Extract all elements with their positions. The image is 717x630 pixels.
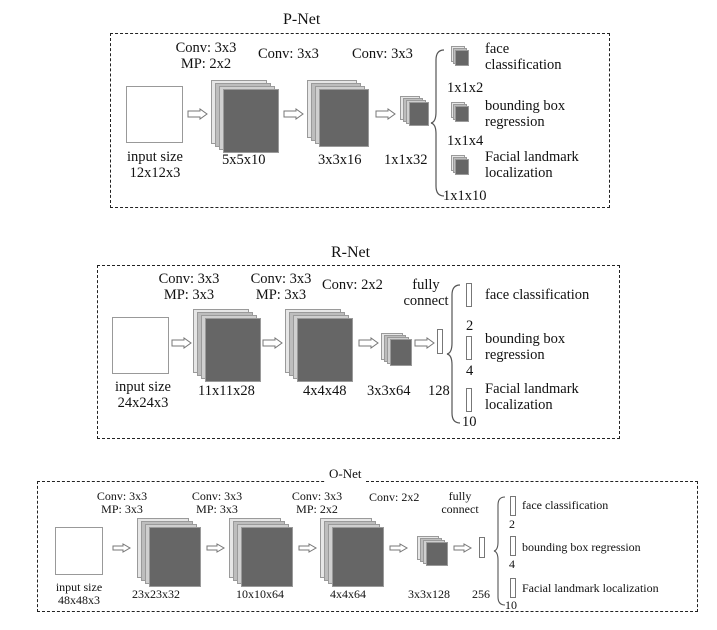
rnet-out3-dim: 10	[462, 414, 477, 430]
rnet-fc-dim: 128	[428, 383, 450, 399]
onet-dim-2: 10x10x64	[236, 587, 284, 601]
onet-brace	[493, 496, 506, 606]
pnet-dim-2: 3x3x16	[318, 152, 362, 168]
onet-out3-dim: 10	[505, 598, 517, 612]
onet-out1-label: face classification	[522, 498, 609, 512]
rnet-layer-stack-2	[285, 309, 353, 382]
rnet-out1-label: face classification	[485, 287, 590, 303]
onet-layer-stack-2	[229, 518, 293, 587]
onet-input-square	[55, 527, 103, 575]
rnet-out2-dim: 4	[466, 363, 474, 379]
pnet-brace	[430, 49, 445, 197]
onet-arrow-2	[206, 543, 226, 553]
onet-layer-stack-1	[137, 518, 201, 587]
rnet-arrow-3	[358, 337, 379, 349]
rnet-input-label: input size 24x24x3	[115, 379, 171, 412]
pnet-conv2-label: Conv: 3x3	[258, 46, 319, 62]
pnet-box	[110, 33, 610, 208]
onet-input-label: input size 48x48x3	[55, 580, 103, 608]
pnet-out2-label: bounding box regression	[485, 98, 566, 131]
rnet-arrow-4	[414, 337, 435, 349]
rnet-arrow-2	[262, 337, 283, 349]
pnet-out-stack-3	[451, 155, 469, 175]
pnet-out-stack-2	[451, 102, 469, 122]
pnet-title: P-Net	[279, 11, 325, 29]
onet-out3-label: Facial landmark localization	[522, 581, 659, 595]
onet-out1-dim: 2	[509, 517, 515, 531]
onet-out3-vector	[510, 578, 516, 598]
pnet-out3-label: Facial landmark localization	[485, 149, 579, 182]
onet-fc-label: fully connect	[441, 489, 479, 517]
pnet-arrow-2	[283, 108, 304, 120]
onet-layer-stack-3	[320, 518, 384, 587]
onet-dim-1: 23x23x32	[132, 587, 180, 601]
rnet-conv1-label: Conv: 3x3 MP: 3x3	[158, 271, 220, 304]
onet-fc-vector	[479, 537, 485, 558]
onet-out1-vector	[510, 496, 516, 516]
onet-out2-vector	[510, 536, 516, 556]
pnet-input-label: input size 12x12x3	[127, 149, 183, 182]
pnet-input-square	[126, 86, 183, 143]
rnet-fc-label: fully connect	[403, 277, 449, 310]
pnet-layer-stack-2	[307, 80, 369, 147]
pnet-arrow-1	[187, 108, 208, 120]
rnet-out1-dim: 2	[466, 318, 474, 334]
rnet-dim-2: 4x4x48	[303, 383, 347, 399]
pnet-dim-3: 1x1x32	[384, 152, 428, 168]
onet-arrow-1	[112, 543, 132, 553]
rnet-out3-vector	[466, 388, 472, 412]
pnet-out1-dim: 1x1x2	[447, 80, 484, 96]
rnet-out2-label: bounding box regression	[485, 331, 566, 364]
rnet-arrow-1	[171, 337, 192, 349]
onet-layer-stack-4	[417, 536, 448, 566]
rnet-input-square	[112, 317, 169, 374]
rnet-dim-3: 3x3x64	[367, 383, 411, 399]
onet-arrow-5	[453, 543, 473, 553]
rnet-conv3-label: Conv: 2x2	[322, 277, 383, 293]
pnet-conv3-label: Conv: 3x3	[352, 46, 413, 62]
rnet-conv2-label: Conv: 3x3 MP: 3x3	[250, 271, 312, 304]
onet-conv2-label: Conv: 3x3 MP: 3x3	[191, 489, 243, 517]
rnet-layer-stack-1	[193, 309, 261, 382]
pnet-dim-1: 5x5x10	[222, 152, 266, 168]
rnet-box	[97, 265, 620, 439]
onet-out2-dim: 4	[509, 557, 515, 571]
pnet-arrow-3	[375, 108, 396, 120]
rnet-out3-label: Facial landmark localization	[485, 381, 579, 414]
onet-arrow-3	[298, 543, 318, 553]
pnet-layer-stack-1	[211, 80, 279, 153]
onet-conv4-label: Conv: 2x2	[369, 490, 420, 504]
onet-box	[37, 481, 698, 612]
pnet-out2-dim: 1x1x4	[447, 133, 484, 149]
pnet-out1-label: face classification	[485, 41, 562, 74]
onet-arrow-4	[389, 543, 409, 553]
pnet-layer-stack-3	[400, 96, 429, 126]
onet-out2-label: bounding box regression	[522, 540, 641, 554]
pnet-out-stack-1	[451, 46, 469, 66]
rnet-out1-vector	[466, 283, 472, 307]
rnet-title: R-Net	[327, 244, 375, 262]
onet-fc-dim: 256	[472, 587, 490, 601]
onet-dim-3: 4x4x64	[330, 587, 366, 601]
onet-conv1-label: Conv: 3x3 MP: 3x3	[96, 489, 148, 517]
onet-title: O-Net	[325, 466, 366, 482]
rnet-fc-vector	[437, 329, 443, 354]
pnet-conv1-label: Conv: 3x3 MP: 2x2	[175, 40, 237, 73]
onet-conv3-label: Conv: 3x3 MP: 2x2	[291, 489, 343, 517]
rnet-layer-stack-3	[381, 333, 412, 366]
onet-dim-4: 3x3x128	[408, 587, 450, 601]
rnet-out2-vector	[466, 336, 472, 360]
rnet-brace	[446, 284, 461, 424]
pnet-out3-dim: 1x1x10	[443, 188, 487, 204]
rnet-dim-1: 11x11x28	[198, 383, 255, 399]
